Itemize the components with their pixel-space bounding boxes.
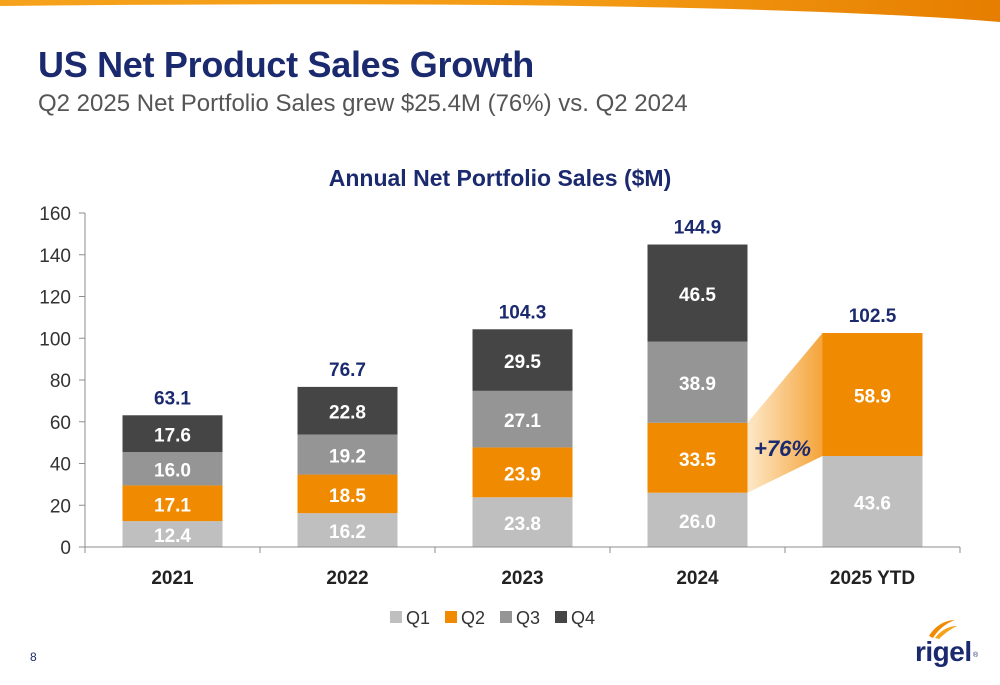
data-label-2023-q4: 29.5 [504,352,541,373]
y-tick-label-80: 80 [50,371,71,392]
bar-2025-ytd-q2 [822,333,923,456]
legend-swatch-q1 [390,611,402,623]
bar-2023-q3 [472,390,573,448]
data-label-2024-q3: 38.9 [679,374,716,395]
chart-title: Annual Net Portfolio Sales ($M) [329,165,671,191]
y-tick-label-60: 60 [50,413,71,434]
data-label-2023-q3: 27.1 [504,411,541,432]
data-label-2021-q3: 16.0 [154,461,191,482]
bar-2025-ytd-q1 [822,455,923,547]
bar-2024-q2 [647,422,748,493]
bar-2021-q4 [122,415,223,453]
page-number: 8 [30,650,37,664]
data-label-2022-q1: 16.2 [329,522,366,543]
bar-2024-q3 [647,341,748,423]
bar-2021-q2 [122,485,223,522]
legend-swatch-q3 [500,611,512,623]
legend-label-q3: Q3 [516,608,540,628]
x-tick-label-2025-ytd: 2025 YTD [830,568,915,589]
data-label-2025-ytd-q2: 58.9 [854,387,891,408]
legend: Q1 Q2 Q3 Q4 [390,608,595,628]
bar-2024-q1 [647,492,748,547]
slide-title: US Net Product Sales Growth [38,44,534,85]
logo-mark-icon [929,620,957,639]
data-label-2021-q1: 12.4 [154,526,191,547]
growth-annotation: +76% [747,333,823,493]
slide-subtitle: Q2 2025 Net Portfolio Sales grew $25.4M … [38,90,688,117]
y-tick-label-0: 0 [60,538,71,559]
growth-annotation-label: +76% [754,436,811,461]
y-tick-label-120: 120 [39,288,71,309]
bar-2024-q4 [647,244,748,342]
bar-2022-q3 [297,434,398,475]
top-swoosh-decoration [0,0,1000,22]
x-tick-label-2023: 2023 [501,568,543,589]
bar-2022-q2 [297,474,398,514]
total-label-2024: 144.9 [674,218,722,239]
legend-label-q4: Q4 [571,608,595,628]
y-tick-label-100: 100 [39,329,71,350]
data-label-2022-q2: 18.5 [329,486,366,507]
y-tick-label-140: 140 [39,246,71,267]
bar-2023-q1 [472,497,573,547]
y-tick-label-160: 160 [39,204,71,225]
bar-2021-q1 [122,521,223,547]
stacked-bar-chart: Annual Net Portfolio Sales ($M) +76% 202… [39,165,961,628]
logo-text: rigel [915,636,972,667]
data-label-2021-q4: 17.6 [154,426,191,447]
y-tick-label-20: 20 [50,496,71,517]
data-label-2022-q4: 22.8 [329,403,366,424]
legend-swatch-q4 [555,611,567,623]
legend-label-q1: Q1 [406,608,430,628]
logo-registered-mark: ® [973,652,979,659]
y-tick-label-40: 40 [50,455,71,476]
data-label-2023-q2: 23.9 [504,464,541,485]
data-labels: 12.4 17.1 16.0 17.6 63.1 16.2 18.5 19.2 22.8 76.7… [154,218,897,548]
bar-2023-q2 [472,447,573,498]
total-label-2022: 76.7 [329,360,366,381]
total-label-2023: 104.3 [499,302,547,323]
bar-2022-q4 [297,386,398,435]
legend-swatch-q2 [445,611,457,623]
total-label-2025-ytd: 102.5 [849,306,897,327]
bars [122,244,923,547]
x-tick-label-2024: 2024 [676,568,719,589]
axes: 2021 2022 2023 2024 2025 YTD 0 20 40 60 80 100 120 1… [39,204,961,589]
data-label-2022-q3: 19.2 [329,447,366,468]
data-label-2021-q2: 17.1 [154,495,191,516]
data-label-2025-ytd-q1: 43.6 [854,493,891,514]
data-label-2023-q1: 23.8 [504,514,541,535]
growth-wedge [747,333,823,493]
rigel-logo: rigel ® [905,612,985,672]
data-label-2024-q2: 33.5 [679,450,716,471]
bar-2022-q1 [297,513,398,547]
total-label-2021: 63.1 [154,388,191,409]
bar-2021-q3 [122,452,223,486]
x-tick-label-2022: 2022 [326,568,368,589]
data-label-2024-q1: 26.0 [679,512,716,533]
bar-2023-q4 [472,329,573,391]
x-tick-label-2021: 2021 [151,568,194,589]
legend-label-q2: Q2 [461,608,485,628]
data-label-2024-q4: 46.5 [679,285,716,306]
